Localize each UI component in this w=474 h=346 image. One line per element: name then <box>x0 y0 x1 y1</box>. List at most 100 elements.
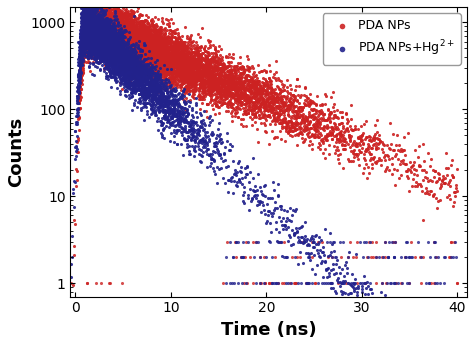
PDA NPs <box>170 44 177 49</box>
PDA NPs+Hg$^{2+}$ <box>84 38 92 43</box>
PDA NPs+Hg$^{2+}$ <box>90 7 97 12</box>
PDA NPs <box>162 66 169 72</box>
PDA NPs+Hg$^{2+}$ <box>116 47 124 52</box>
PDA NPs <box>219 77 226 83</box>
PDA NPs <box>117 29 124 35</box>
PDA NPs <box>164 37 171 42</box>
PDA NPs <box>165 35 173 40</box>
PDA NPs <box>160 42 168 48</box>
PDA NPs+Hg$^{2+}$ <box>153 88 160 94</box>
PDA NPs+Hg$^{2+}$ <box>106 34 114 39</box>
PDA NPs+Hg$^{2+}$ <box>91 35 98 41</box>
PDA NPs <box>160 57 167 63</box>
PDA NPs+Hg$^{2+}$ <box>121 68 128 73</box>
PDA NPs <box>113 42 121 47</box>
PDA NPs+Hg$^{2+}$ <box>87 16 94 21</box>
PDA NPs+Hg$^{2+}$ <box>100 10 108 15</box>
PDA NPs <box>157 70 164 76</box>
PDA NPs+Hg$^{2+}$ <box>162 76 169 81</box>
PDA NPs <box>78 50 86 56</box>
PDA NPs <box>138 36 146 42</box>
PDA NPs <box>126 41 133 46</box>
PDA NPs <box>125 46 132 51</box>
PDA NPs+Hg$^{2+}$ <box>107 37 114 43</box>
PDA NPs+Hg$^{2+}$ <box>91 27 99 32</box>
PDA NPs <box>154 66 161 72</box>
PDA NPs <box>173 49 180 55</box>
PDA NPs+Hg$^{2+}$ <box>83 23 91 28</box>
PDA NPs <box>337 129 345 134</box>
PDA NPs <box>90 32 98 37</box>
PDA NPs <box>200 73 208 79</box>
PDA NPs <box>365 143 373 148</box>
PDA NPs+Hg$^{2+}$ <box>143 65 150 71</box>
PDA NPs <box>77 58 84 63</box>
PDA NPs+Hg$^{2+}$ <box>128 65 135 71</box>
PDA NPs+Hg$^{2+}$ <box>127 59 134 65</box>
PDA NPs <box>102 19 110 24</box>
PDA NPs+Hg$^{2+}$ <box>101 40 109 45</box>
PDA NPs <box>213 79 221 84</box>
PDA NPs <box>131 39 138 45</box>
PDA NPs+Hg$^{2+}$ <box>133 69 140 75</box>
PDA NPs+Hg$^{2+}$ <box>118 49 126 55</box>
PDA NPs+Hg$^{2+}$ <box>108 38 115 44</box>
PDA NPs <box>137 48 145 54</box>
Point <box>373 254 380 260</box>
PDA NPs <box>160 60 168 66</box>
PDA NPs <box>112 32 120 38</box>
PDA NPs <box>166 46 173 52</box>
PDA NPs+Hg$^{2+}$ <box>145 82 152 88</box>
PDA NPs <box>165 45 173 50</box>
PDA NPs+Hg$^{2+}$ <box>129 68 137 74</box>
PDA NPs+Hg$^{2+}$ <box>199 125 206 130</box>
PDA NPs <box>213 76 221 82</box>
PDA NPs <box>116 40 123 46</box>
PDA NPs <box>277 96 285 101</box>
PDA NPs <box>291 97 298 102</box>
PDA NPs+Hg$^{2+}$ <box>97 42 105 47</box>
Point <box>250 254 257 260</box>
PDA NPs+Hg$^{2+}$ <box>135 73 142 79</box>
PDA NPs <box>132 33 140 39</box>
PDA NPs <box>97 35 105 40</box>
PDA NPs <box>83 14 91 20</box>
PDA NPs+Hg$^{2+}$ <box>95 24 103 29</box>
PDA NPs <box>287 101 294 107</box>
PDA NPs+Hg$^{2+}$ <box>88 15 96 20</box>
PDA NPs <box>136 30 144 36</box>
PDA NPs+Hg$^{2+}$ <box>159 103 166 108</box>
PDA NPs <box>154 60 161 66</box>
PDA NPs <box>263 99 270 105</box>
PDA NPs <box>93 2 100 7</box>
PDA NPs <box>132 54 139 60</box>
PDA NPs <box>102 26 110 31</box>
PDA NPs <box>256 106 264 111</box>
PDA NPs+Hg$^{2+}$ <box>92 43 100 48</box>
PDA NPs <box>84 0 91 4</box>
PDA NPs <box>88 17 96 22</box>
PDA NPs <box>212 90 219 96</box>
PDA NPs <box>93 22 100 28</box>
PDA NPs+Hg$^{2+}$ <box>109 63 116 69</box>
PDA NPs <box>275 101 283 106</box>
PDA NPs <box>109 53 117 59</box>
PDA NPs <box>89 45 97 51</box>
PDA NPs <box>130 34 137 39</box>
PDA NPs <box>93 15 100 20</box>
PDA NPs <box>187 58 194 64</box>
PDA NPs+Hg$^{2+}$ <box>112 52 120 57</box>
PDA NPs+Hg$^{2+}$ <box>109 32 117 38</box>
PDA NPs <box>138 44 146 49</box>
PDA NPs <box>157 39 165 44</box>
PDA NPs+Hg$^{2+}$ <box>89 33 97 38</box>
PDA NPs+Hg$^{2+}$ <box>146 65 153 70</box>
PDA NPs <box>224 78 231 83</box>
PDA NPs <box>221 85 229 91</box>
PDA NPs <box>169 77 176 83</box>
PDA NPs <box>187 72 194 78</box>
PDA NPs+Hg$^{2+}$ <box>120 34 128 39</box>
PDA NPs+Hg$^{2+}$ <box>91 21 99 26</box>
PDA NPs <box>79 62 87 67</box>
PDA NPs <box>241 91 248 97</box>
